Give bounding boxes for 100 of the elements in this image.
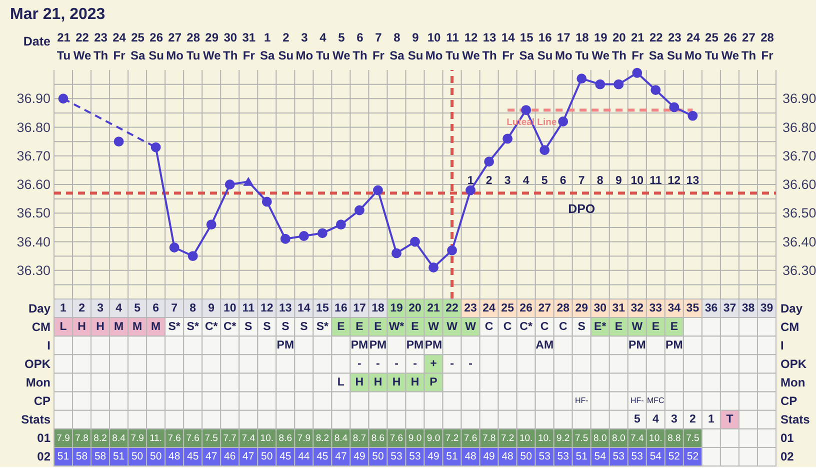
text: 9.2 [556,433,570,444]
point [614,79,624,90]
y2-tick-label: 36.90 [782,91,816,106]
text: 7.5 [575,433,588,444]
point [428,262,438,272]
annotation: 8 [596,175,604,188]
text: 8 [190,302,196,314]
text: C* [204,320,218,333]
text: 47 [335,450,347,463]
text: 58 [76,450,88,463]
x-tick-label: 7 Fr [372,30,385,62]
text: 7.9 [297,433,311,444]
text: 34 [668,302,681,314]
y2-tick-label: Mon [780,376,806,390]
text: W [428,320,439,333]
text: 48 [464,450,476,463]
text: 22 [446,302,458,314]
text: M [114,320,124,333]
text: 7.6 [168,433,181,444]
x-tick-label: 22 We [73,30,92,62]
text: 49 [428,450,440,463]
text: C [503,320,512,333]
y2-tick-label: 36.80 [782,120,816,135]
annotation: 10 [630,175,644,188]
text: 32 [630,302,644,314]
y2-tick-label: 01 [780,431,794,446]
chart-title: Mar 21, 2023 [10,6,106,23]
text: S [244,320,252,333]
text: 50 [150,450,162,463]
y-tick-label: 36.70 [16,148,50,164]
annotation: 9 [615,175,622,188]
x-tick-label: 21 Tu [56,30,71,62]
text: 47 [242,450,254,463]
point [262,196,272,207]
x-tick-label: 28 Tu [186,30,200,62]
text: 51 [446,450,458,463]
x-tick-label: 4 Tu [316,30,330,62]
text: 53 [538,450,550,463]
x-tick-label: 6 Th [352,30,368,62]
x-axis-title: Date [23,34,51,48]
text: H [355,376,364,388]
text: 2 [689,414,696,426]
y-tick-label: CM [32,320,50,334]
text: C [484,320,494,333]
point [206,220,216,230]
point [58,94,68,104]
annotation: 3 [504,175,511,188]
text: E [374,320,382,333]
text: 54 [650,450,662,463]
text: 51 [112,450,125,463]
text: L [337,376,344,388]
text: E [614,320,622,333]
y2-tick-label: 36.50 [782,206,816,221]
point [354,205,364,216]
text: 7.7 [223,433,236,444]
text: 7.6 [390,433,404,444]
text: 46 [224,450,236,463]
point [576,74,587,84]
text: 16 [334,302,348,314]
text: 52 [668,450,680,463]
y-tick-label: OPK [24,356,51,371]
annotation: 5 [541,175,548,188]
x-tick-label: 31 Fr [242,30,256,62]
text: 7.2 [445,433,459,444]
text: 12 [260,302,274,314]
text: 51 [57,450,70,463]
text: - [376,358,380,370]
text: - [450,358,454,370]
y-tick-label: 36.40 [16,234,50,250]
text: 45 [316,450,328,463]
x-tick-label: 25 Sa [130,30,146,62]
point [373,185,383,196]
x-tick-label: 16 Su [537,30,553,62]
point [188,251,198,262]
x-tick-label: 13 Th [482,30,497,62]
text: 50 [261,450,273,463]
text: 48 [502,450,514,463]
y-tick-label: CP [34,394,50,408]
x-tick-label: 5 We [332,30,351,62]
text: P [430,376,438,388]
point [650,85,661,95]
text: 9.0 [426,433,440,444]
x-tick-label: 8 Sa [390,30,405,62]
point [392,248,402,258]
text: W [446,320,458,333]
text: 10 [223,302,236,314]
text: 31 [612,302,626,314]
y2-tick-label: 36.30 [782,262,816,278]
y-tick-label: I [47,338,50,352]
text: 53 [557,450,569,463]
x-tick-label: 10 Mo [425,30,443,62]
text: 35 [686,302,700,314]
x-tick-label: 24 Fr [112,30,126,62]
text: L [60,320,67,333]
text: PM [666,339,683,352]
x-tick-label: 17 Mo [554,30,572,62]
text: 8.0 [594,433,607,444]
text: 17 [353,302,366,314]
text: E [356,320,364,333]
x-tick-label: 9 Su [408,30,424,62]
